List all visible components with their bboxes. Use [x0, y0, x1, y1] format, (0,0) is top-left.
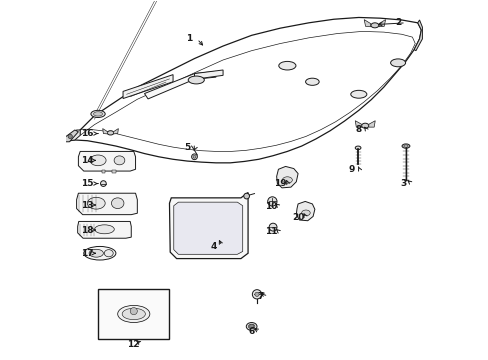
Polygon shape [102, 129, 107, 134]
Polygon shape [78, 221, 131, 238]
Ellipse shape [401, 144, 409, 148]
Text: 10: 10 [264, 202, 277, 211]
Circle shape [267, 197, 276, 206]
Ellipse shape [122, 308, 145, 320]
Ellipse shape [83, 247, 116, 260]
Text: 3: 3 [400, 179, 406, 188]
Ellipse shape [390, 59, 405, 67]
Polygon shape [69, 130, 80, 141]
Ellipse shape [188, 76, 204, 84]
Ellipse shape [248, 324, 254, 329]
Ellipse shape [118, 305, 149, 323]
Text: 1: 1 [185, 35, 192, 44]
Ellipse shape [104, 249, 113, 257]
Text: 7: 7 [257, 292, 263, 301]
Text: 4: 4 [210, 242, 217, 251]
Circle shape [249, 324, 253, 329]
Text: 5: 5 [184, 143, 190, 152]
Polygon shape [354, 121, 361, 127]
Circle shape [68, 134, 72, 139]
Circle shape [252, 290, 261, 299]
Ellipse shape [114, 156, 124, 165]
Ellipse shape [89, 249, 103, 257]
Ellipse shape [305, 78, 319, 85]
Ellipse shape [93, 112, 102, 116]
Polygon shape [77, 193, 137, 215]
Ellipse shape [282, 177, 292, 183]
Text: 16: 16 [81, 129, 93, 138]
Polygon shape [113, 129, 118, 134]
Text: 11: 11 [264, 227, 277, 236]
Bar [102, 170, 105, 173]
Ellipse shape [90, 155, 106, 166]
Polygon shape [64, 130, 78, 142]
Ellipse shape [403, 145, 407, 147]
Text: 2: 2 [394, 18, 401, 27]
Text: 18: 18 [81, 225, 93, 234]
Ellipse shape [370, 23, 378, 28]
Text: 9: 9 [348, 165, 354, 174]
Ellipse shape [91, 111, 105, 117]
Polygon shape [144, 71, 216, 99]
Circle shape [254, 292, 259, 296]
Ellipse shape [361, 123, 368, 128]
Ellipse shape [107, 131, 114, 135]
Ellipse shape [246, 323, 257, 330]
Circle shape [130, 307, 137, 315]
Ellipse shape [111, 198, 123, 208]
Polygon shape [364, 19, 370, 27]
Ellipse shape [301, 210, 309, 216]
Polygon shape [69, 18, 421, 163]
Text: 8: 8 [355, 126, 361, 135]
Polygon shape [296, 202, 314, 221]
Text: 20: 20 [291, 213, 304, 222]
Text: 13: 13 [81, 201, 93, 210]
Polygon shape [276, 166, 298, 188]
Polygon shape [368, 121, 374, 127]
Ellipse shape [87, 197, 105, 209]
Polygon shape [194, 70, 223, 79]
Bar [112, 170, 116, 173]
Ellipse shape [354, 146, 360, 150]
Ellipse shape [350, 90, 366, 98]
Polygon shape [173, 202, 242, 254]
Ellipse shape [101, 181, 106, 186]
Text: 17: 17 [81, 249, 93, 258]
Polygon shape [78, 152, 135, 171]
Text: 15: 15 [81, 179, 93, 188]
Ellipse shape [95, 225, 114, 234]
Polygon shape [378, 19, 385, 27]
Text: 6: 6 [248, 327, 254, 336]
Ellipse shape [278, 62, 295, 70]
Circle shape [244, 193, 249, 199]
Polygon shape [123, 75, 173, 99]
Bar [98, 289, 169, 339]
Text: 12: 12 [127, 340, 140, 349]
Polygon shape [169, 193, 247, 258]
Circle shape [191, 154, 197, 159]
Text: 19: 19 [273, 179, 286, 188]
Circle shape [268, 223, 276, 231]
Polygon shape [413, 20, 422, 51]
Circle shape [193, 156, 196, 158]
Text: 14: 14 [81, 156, 93, 165]
